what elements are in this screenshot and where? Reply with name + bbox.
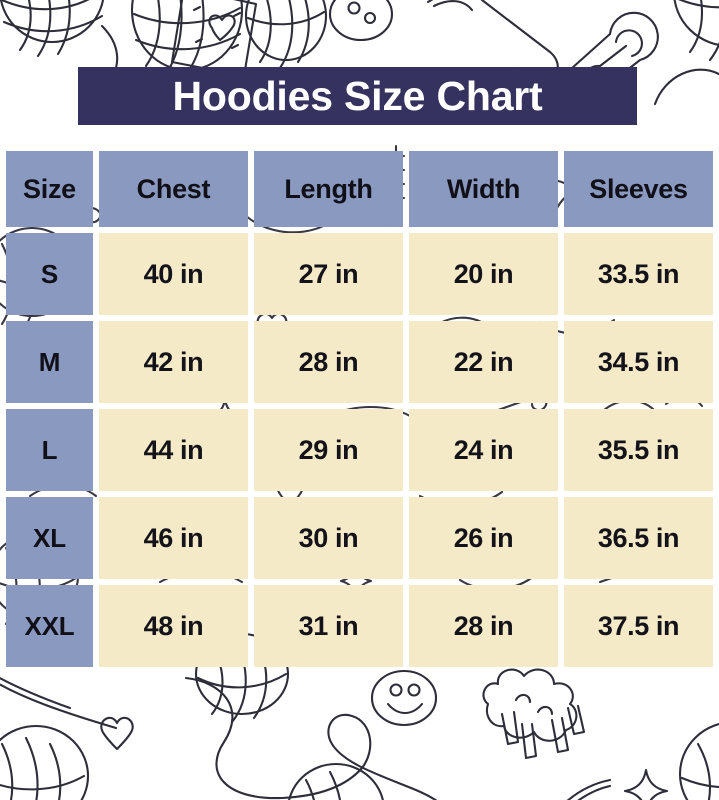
table-header: Size Chest Length Width Sleeves bbox=[6, 151, 713, 227]
yarn-ball-icon bbox=[678, 723, 719, 800]
column-header-size: Size bbox=[6, 151, 93, 227]
table-row: L 44 in 29 in 24 in 35.5 in bbox=[6, 409, 713, 491]
cell-size: M bbox=[6, 321, 93, 403]
table-row: S 40 in 27 in 20 in 33.5 in bbox=[6, 233, 713, 315]
cell-chest: 48 in bbox=[98, 585, 248, 667]
cell-length: 27 in bbox=[253, 233, 403, 315]
yarn-ball-icon bbox=[673, 0, 719, 62]
button-icon bbox=[328, 0, 394, 41]
cell-width: 20 in bbox=[408, 233, 558, 315]
table-body: S 40 in 27 in 20 in 33.5 in M 42 in 28 i… bbox=[6, 233, 713, 667]
size-chart-table: Size Chest Length Width Sleeves S 40 in … bbox=[0, 145, 719, 673]
cell-width: 22 in bbox=[408, 321, 558, 403]
table-row: XXL 48 in 31 in 28 in 37.5 in bbox=[6, 585, 713, 667]
heart-icon bbox=[100, 716, 134, 751]
cell-length: 29 in bbox=[253, 409, 403, 491]
cell-size: XXL bbox=[6, 585, 93, 667]
column-header-length: Length bbox=[253, 151, 403, 227]
cell-size: S bbox=[6, 233, 93, 315]
yarn-ball-icon bbox=[0, 0, 119, 84]
cell-length: 31 in bbox=[253, 585, 403, 667]
knitting-needle-icon bbox=[0, 676, 118, 730]
sheep-icon bbox=[482, 668, 586, 760]
column-header-sleeves: Sleeves bbox=[563, 151, 713, 227]
cell-width: 26 in bbox=[408, 497, 558, 579]
cell-size: L bbox=[6, 409, 93, 491]
cell-size: XL bbox=[6, 497, 93, 579]
cell-chest: 42 in bbox=[98, 321, 248, 403]
knitting-needle-icon bbox=[566, 778, 612, 800]
cell-length: 28 in bbox=[253, 321, 403, 403]
yarn-ball-icon bbox=[0, 724, 90, 800]
column-header-chest: Chest bbox=[98, 151, 248, 227]
table-header-row: Size Chest Length Width Sleeves bbox=[6, 151, 713, 227]
cell-sleeves: 35.5 in bbox=[563, 409, 713, 491]
button-icon bbox=[370, 669, 438, 727]
cell-sleeves: 33.5 in bbox=[563, 233, 713, 315]
yarn-string-icon bbox=[653, 68, 719, 106]
cell-length: 30 in bbox=[253, 497, 403, 579]
cell-chest: 44 in bbox=[98, 409, 248, 491]
page-title: Hoodies Size Chart bbox=[172, 72, 543, 119]
cell-chest: 40 in bbox=[98, 233, 248, 315]
title-banner: Hoodies Size Chart bbox=[78, 67, 637, 125]
table-row: XL 46 in 30 in 26 in 36.5 in bbox=[6, 497, 713, 579]
cell-sleeves: 34.5 in bbox=[563, 321, 713, 403]
table-row: M 42 in 28 in 22 in 34.5 in bbox=[6, 321, 713, 403]
cell-chest: 46 in bbox=[98, 497, 248, 579]
cell-width: 24 in bbox=[408, 409, 558, 491]
sparkle-icon bbox=[623, 768, 669, 800]
cell-width: 28 in bbox=[408, 585, 558, 667]
yarn-ball-icon bbox=[288, 763, 384, 800]
cell-sleeves: 36.5 in bbox=[563, 497, 713, 579]
cell-sleeves: 37.5 in bbox=[563, 585, 713, 667]
yarn-string-icon bbox=[184, 676, 438, 800]
column-header-width: Width bbox=[408, 151, 558, 227]
